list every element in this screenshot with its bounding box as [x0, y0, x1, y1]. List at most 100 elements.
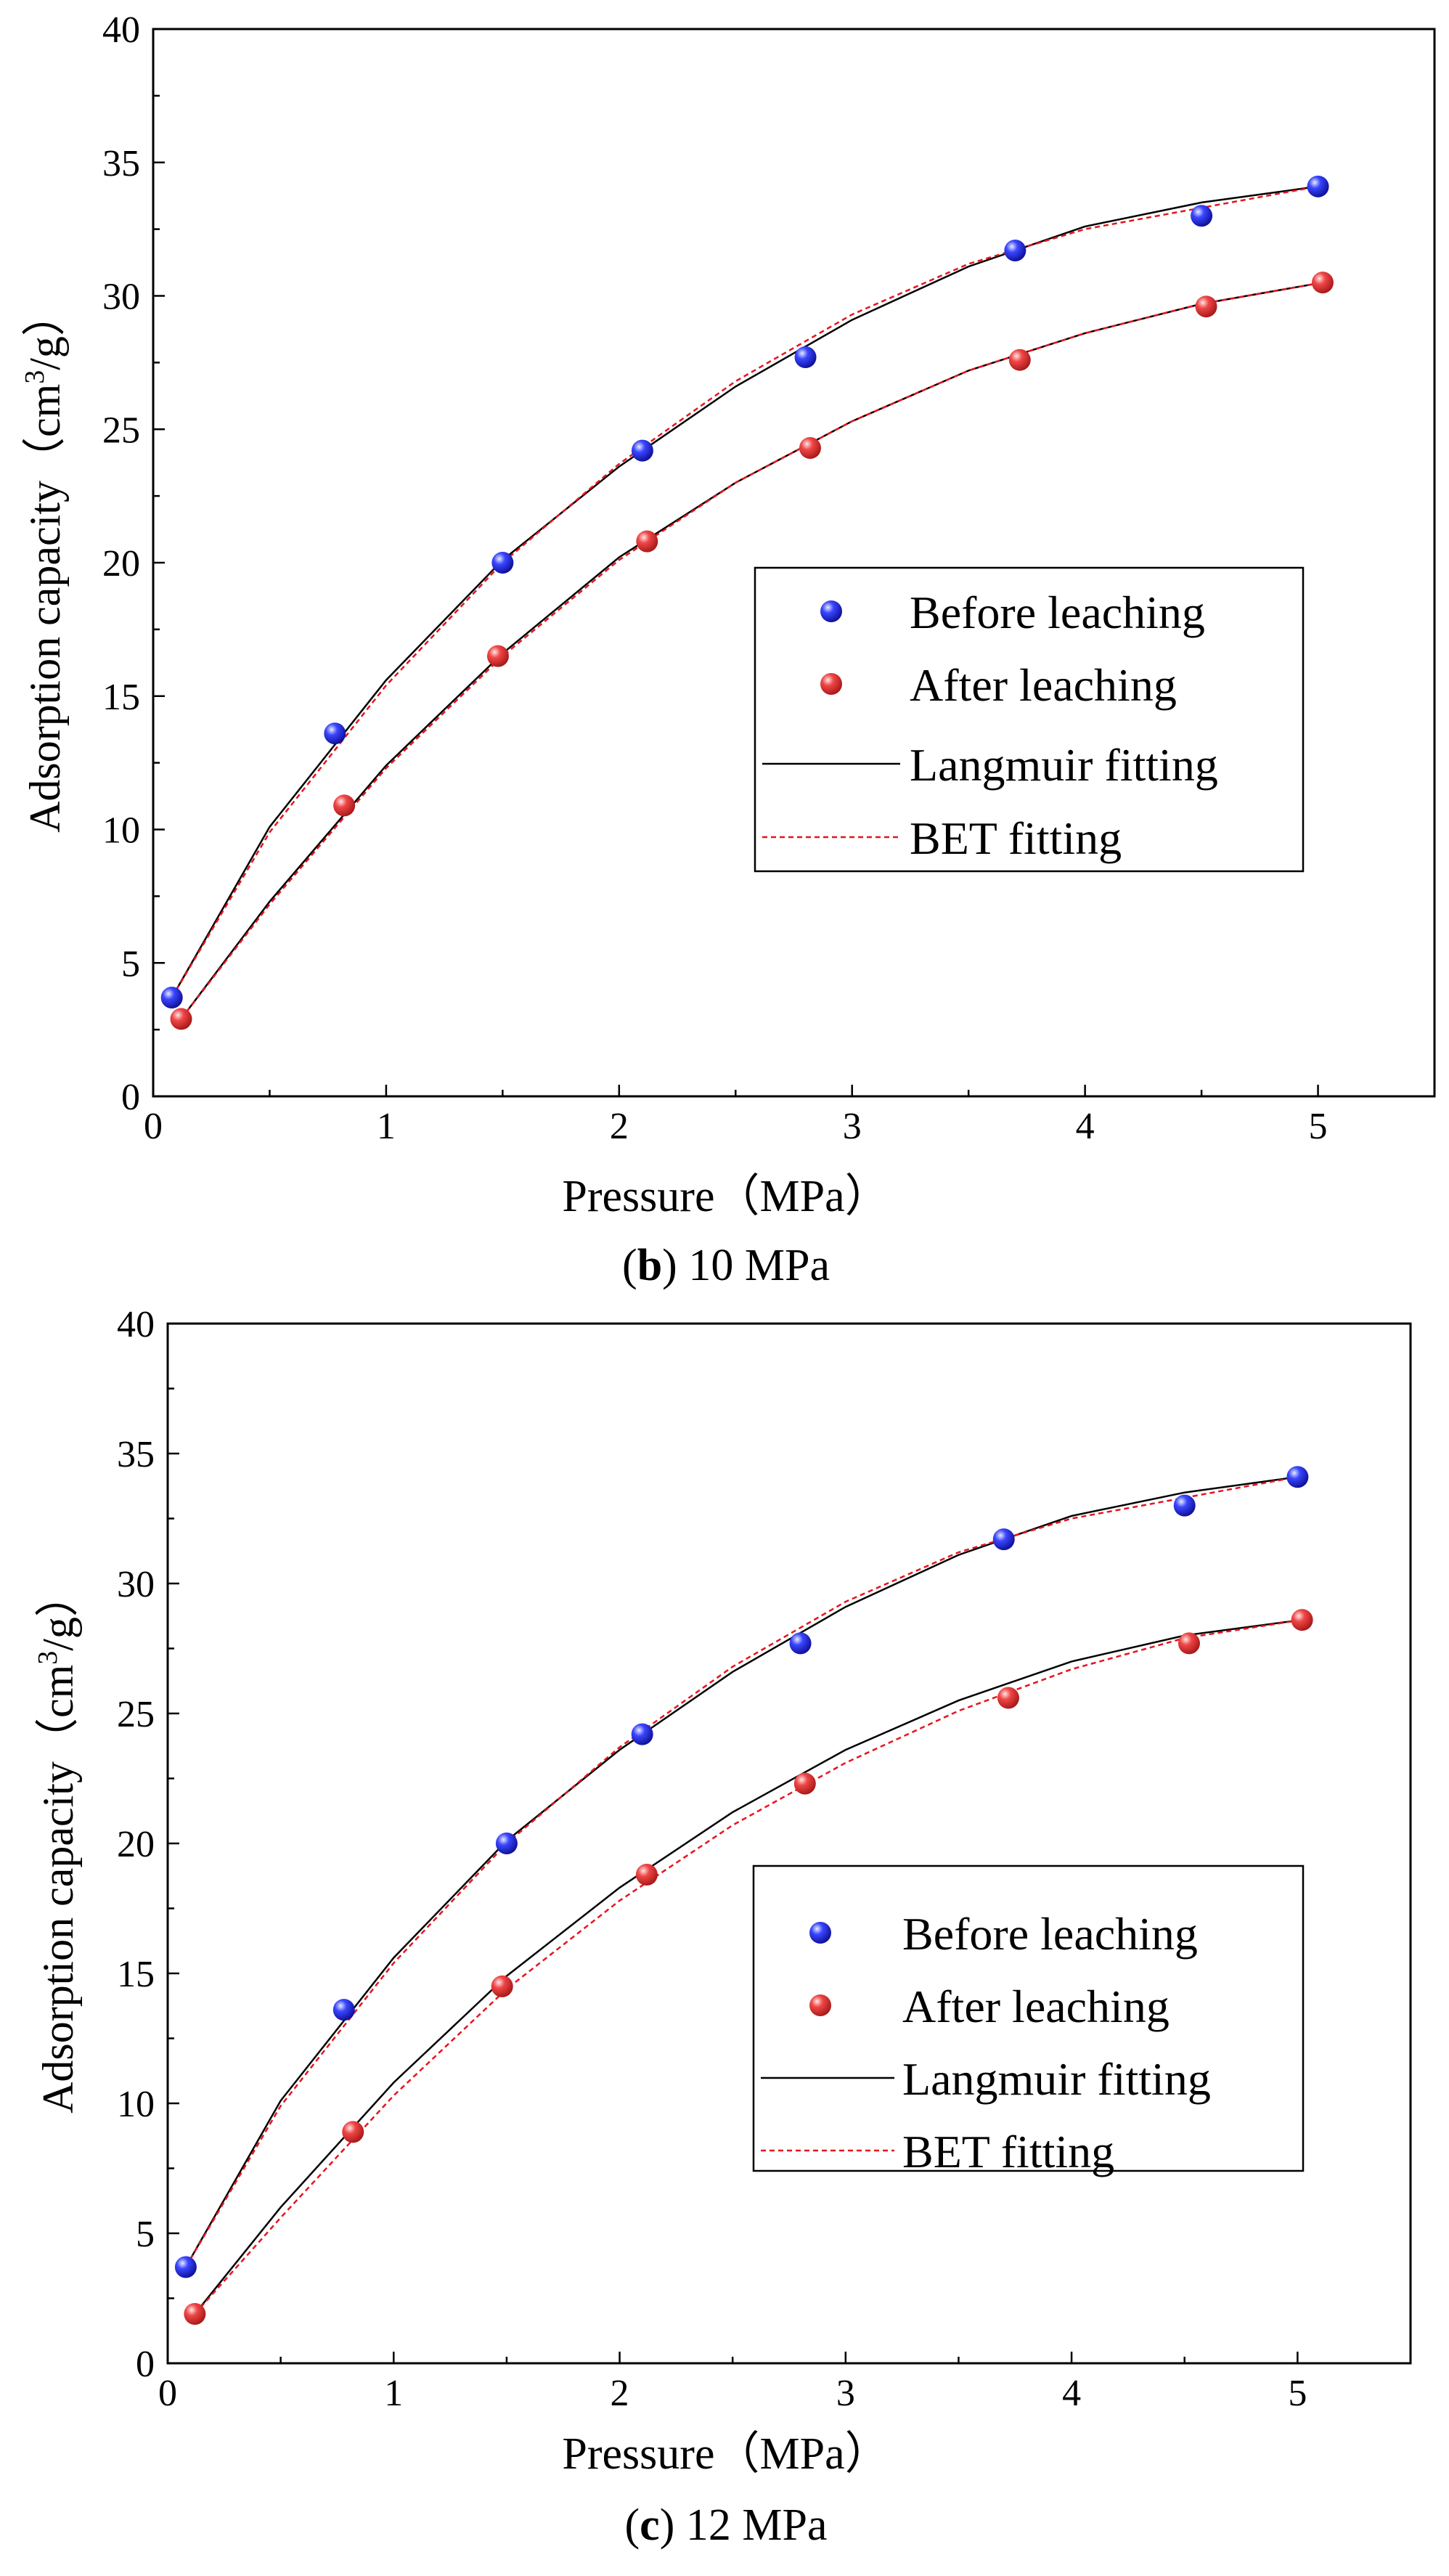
tick-marks	[166, 1322, 1412, 2365]
x-tick-label: 3	[836, 2373, 855, 2414]
x-tick-label: 4	[1076, 1106, 1095, 1147]
y-tick-label: 35	[117, 1434, 155, 1475]
y-tick-label: 0	[121, 1077, 140, 1118]
y-tick-label: 10	[102, 810, 140, 852]
y-axis-label: Adsorption capacity（cm3/g）	[33, 1573, 82, 2114]
plot-frame	[166, 1322, 1412, 2365]
panel-caption: (c) 12 MPa	[625, 2500, 828, 2550]
data-points	[174, 1466, 1313, 2325]
x-tick-label: 0	[158, 2373, 177, 2414]
y-tick-label: 0	[136, 2344, 155, 2385]
x-tick-label: 0	[144, 1106, 163, 1147]
y-axis-label-superscript: 3	[20, 370, 50, 384]
y-tick-label: 40	[102, 9, 140, 51]
y-axis-label-main: Adsorption capacity（cm	[21, 384, 69, 833]
legend-label-langmuir: Langmuir fitting	[902, 2053, 1211, 2105]
legend-marker-before	[820, 600, 842, 622]
legend-marker-after	[809, 1994, 831, 2016]
x-tick-label: 2	[610, 1106, 629, 1147]
y-tick-label: 10	[117, 2084, 155, 2125]
x-tick-label: 3	[843, 1106, 862, 1147]
tick-marks	[152, 28, 1436, 1098]
after-leaching-point	[486, 645, 509, 667]
panel-caption-letter: c	[640, 2500, 660, 2550]
legend-marker-after	[820, 673, 842, 695]
after-leaching-point	[1177, 1632, 1200, 1655]
y-axis-label: Adsorption capacity（cm3/g）	[20, 293, 69, 833]
panel-caption-letter: b	[637, 1241, 662, 1290]
y-tick-label: 15	[102, 677, 140, 718]
panel-caption-text: 10 MPa	[677, 1241, 830, 1290]
data-points	[160, 175, 1334, 1030]
y-axis-label-main: Adsorption capacity（cm	[34, 1665, 82, 2114]
before-leaching-point	[324, 722, 346, 745]
before-leaching-point	[794, 346, 817, 369]
before-leaching-point	[1307, 175, 1329, 197]
bet-fit-curve	[171, 185, 1318, 998]
before-leaching-point	[1173, 1494, 1196, 1517]
before-leaching-point	[789, 1632, 812, 1655]
after-leaching-point	[997, 1687, 1019, 1709]
y-tick-label: 25	[102, 409, 140, 451]
x-tick-label: 4	[1062, 2373, 1081, 2414]
x-axis-label: Pressure（MPa）	[562, 1172, 889, 1221]
x-tick-label: 2	[611, 2373, 629, 2414]
before-leaching-point	[495, 1833, 518, 1854]
y-axis-label-end: /g）	[21, 293, 69, 370]
before-leaching-point	[1191, 205, 1213, 227]
x-tick-label: 5	[1288, 2373, 1307, 2414]
before-leaching-point	[1004, 240, 1026, 262]
after-leaching-point	[1311, 272, 1334, 294]
legend-label-langmuir: Langmuir fitting	[910, 739, 1218, 791]
tick-labels: 0 1 2 3 4 5 0 5 10 15 20 25 30 35 40	[102, 9, 1328, 1147]
legend-label-bet: BET fitting	[902, 2126, 1114, 2177]
bet-fit-curve	[184, 1475, 1298, 2268]
after-leaching-point	[1291, 1609, 1313, 1631]
plot-frame	[152, 28, 1436, 1098]
panel-caption-text: 12 MPa	[674, 2500, 827, 2550]
y-tick-label: 30	[102, 277, 140, 318]
after-leaching-point	[170, 1008, 192, 1030]
legend-label-bet: BET fitting	[910, 812, 1122, 864]
after-leaching-point	[342, 2121, 364, 2143]
after-leaching-point	[636, 530, 658, 553]
y-tick-label: 5	[121, 943, 140, 985]
langmuir-fit-curve	[171, 185, 1318, 998]
legend-marker-before	[809, 1922, 831, 1944]
before-leaching-point	[631, 1723, 653, 1745]
y-tick-label: 30	[117, 1564, 155, 1605]
before-leaching-point	[992, 1528, 1015, 1551]
tick-labels: 0 1 2 3 4 5 0 5 10 15 20 25 30 35 40	[117, 1304, 1307, 2414]
y-tick-label: 5	[136, 2214, 155, 2255]
after-leaching-point	[333, 794, 356, 817]
after-leaching-point	[1195, 295, 1217, 318]
legend-label-after: After leaching	[910, 659, 1177, 711]
x-axis-label: Pressure（MPa）	[562, 2429, 889, 2479]
legend-label-after: After leaching	[902, 1981, 1170, 2032]
legend: Before leaching After leaching Langmuir …	[754, 566, 1305, 873]
x-tick-label: 1	[384, 2373, 403, 2414]
y-tick-label: 40	[117, 1304, 155, 1345]
panel-caption: (b) 10 MPa	[622, 1241, 830, 1290]
after-leaching-point	[799, 436, 821, 459]
y-tick-label: 15	[117, 1954, 155, 1995]
after-leaching-point	[1008, 349, 1031, 371]
legend-label-before: Before leaching	[902, 1908, 1198, 1960]
legend-label-before: Before leaching	[910, 587, 1205, 638]
y-axis-label-superscript: 3	[33, 1651, 63, 1665]
after-leaching-point	[491, 1975, 513, 1997]
after-leaching-point	[793, 1772, 816, 1795]
legend-box	[752, 1864, 1305, 2172]
after-leaching-point	[184, 2302, 206, 2325]
before-leaching-point	[631, 439, 653, 462]
before-leaching-point	[160, 987, 183, 1009]
before-leaching-point	[332, 1999, 355, 2021]
x-tick-label: 5	[1309, 1106, 1328, 1147]
before-leaching-point	[491, 552, 514, 574]
x-tick-label: 1	[377, 1106, 396, 1147]
y-tick-label: 20	[117, 1824, 155, 1865]
y-tick-label: 20	[102, 543, 140, 584]
langmuir-fit-curve	[184, 1475, 1298, 2268]
legend: Before leaching After leaching Langmuir …	[752, 1864, 1305, 2177]
